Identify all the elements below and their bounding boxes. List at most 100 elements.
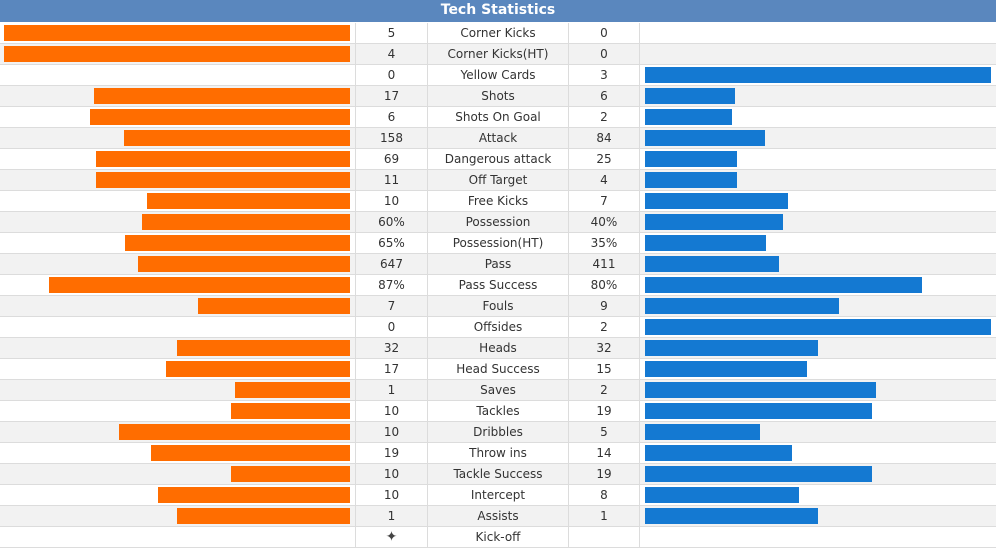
- stat-name: Corner Kicks: [428, 23, 569, 43]
- away-bar-cell: [640, 86, 996, 106]
- away-value: 411: [569, 254, 640, 274]
- home-bar-cell: [0, 422, 356, 442]
- home-bar: [96, 172, 350, 188]
- stat-name: Pass Success: [428, 275, 569, 295]
- stat-name: Free Kicks: [428, 191, 569, 211]
- away-bar: [645, 130, 765, 146]
- away-bar: [645, 445, 792, 461]
- stat-name: Tackle Success: [428, 464, 569, 484]
- stat-name: Head Success: [428, 359, 569, 379]
- away-value: 2: [569, 107, 640, 127]
- away-value: 9: [569, 296, 640, 316]
- home-value: 32: [356, 338, 428, 358]
- home-bar: [151, 445, 350, 461]
- home-value: 69: [356, 149, 428, 169]
- home-value: 11: [356, 170, 428, 190]
- stat-row: 6 Shots On Goal 2: [0, 107, 996, 128]
- away-value: 80%: [569, 275, 640, 295]
- stat-name: Intercept: [428, 485, 569, 505]
- stat-row: 10 Free Kicks 7: [0, 191, 996, 212]
- stat-name: Assists: [428, 506, 569, 526]
- away-bar-cell: [640, 254, 996, 274]
- stat-row: 4 Corner Kicks(HT) 0: [0, 44, 996, 65]
- home-value: 1: [356, 506, 428, 526]
- home-bar-cell: [0, 107, 356, 127]
- away-bar: [645, 508, 818, 524]
- home-bar-cell: [0, 170, 356, 190]
- away-value: 32: [569, 338, 640, 358]
- away-bar-cell: [640, 191, 996, 211]
- away-value: 5: [569, 422, 640, 442]
- home-bar-cell: [0, 506, 356, 526]
- stat-row: 32 Heads 32: [0, 338, 996, 359]
- away-value: 15: [569, 359, 640, 379]
- stat-name: Throw ins: [428, 443, 569, 463]
- away-bar: [645, 361, 807, 377]
- page-title: Tech Statistics: [0, 0, 996, 23]
- away-bar: [645, 109, 732, 125]
- away-bar: [645, 151, 737, 167]
- home-bar-cell: [0, 380, 356, 400]
- home-value: 7: [356, 296, 428, 316]
- home-bar-cell: [0, 464, 356, 484]
- home-value: 65%: [356, 233, 428, 253]
- stat-row: 19 Throw ins 14: [0, 443, 996, 464]
- home-bar: [177, 508, 350, 524]
- home-value: 10: [356, 485, 428, 505]
- kickoff-ball-icon: ✦: [385, 529, 398, 545]
- stat-name: Shots On Goal: [428, 107, 569, 127]
- stat-row: 158 Attack 84: [0, 128, 996, 149]
- home-bar: [49, 277, 350, 293]
- home-bar: [177, 340, 350, 356]
- home-value: 10: [356, 464, 428, 484]
- stat-row: 1 Assists 1: [0, 506, 996, 527]
- home-bar: [124, 130, 350, 146]
- stat-name: Fouls: [428, 296, 569, 316]
- stat-row: 65% Possession(HT) 35%: [0, 233, 996, 254]
- away-value: 84: [569, 128, 640, 148]
- home-bar: [4, 46, 350, 62]
- home-value: 87%: [356, 275, 428, 295]
- away-bar-cell: [640, 527, 996, 547]
- away-bar-cell: [640, 359, 996, 379]
- stat-name: Pass: [428, 254, 569, 274]
- home-bar-cell: [0, 212, 356, 232]
- home-bar-cell: [0, 527, 356, 547]
- away-bar: [645, 466, 872, 482]
- away-bar-cell: [640, 170, 996, 190]
- away-value: 14: [569, 443, 640, 463]
- home-bar-cell: [0, 485, 356, 505]
- stat-name: Corner Kicks(HT): [428, 44, 569, 64]
- home-bar: [147, 193, 350, 209]
- away-bar: [645, 340, 818, 356]
- stat-name: Dribbles: [428, 422, 569, 442]
- away-value: 8: [569, 485, 640, 505]
- away-bar: [645, 88, 735, 104]
- home-bar: [96, 151, 350, 167]
- home-value: 5: [356, 23, 428, 43]
- away-bar: [645, 403, 872, 419]
- home-bar: [166, 361, 350, 377]
- stat-name: Yellow Cards: [428, 65, 569, 85]
- home-bar: [235, 382, 350, 398]
- stat-row: 1 Saves 2: [0, 380, 996, 401]
- home-value: 6: [356, 107, 428, 127]
- home-bar: [138, 256, 350, 272]
- home-bar-cell: [0, 275, 356, 295]
- stat-row: 17 Head Success 15: [0, 359, 996, 380]
- away-bar: [645, 319, 991, 335]
- stat-row: 10 Tackles 19: [0, 401, 996, 422]
- away-bar-cell: [640, 212, 996, 232]
- away-bar-cell: [640, 464, 996, 484]
- home-value: 60%: [356, 212, 428, 232]
- kickoff-row: ✦ Kick-off: [0, 527, 996, 548]
- home-value: 10: [356, 401, 428, 421]
- stat-row: 69 Dangerous attack 25: [0, 149, 996, 170]
- stat-name: Offsides: [428, 317, 569, 337]
- home-bar-cell: [0, 359, 356, 379]
- home-bar: [125, 235, 350, 251]
- stat-row: 87% Pass Success 80%: [0, 275, 996, 296]
- home-bar-cell: [0, 233, 356, 253]
- home-value: 10: [356, 422, 428, 442]
- home-bar: [198, 298, 350, 314]
